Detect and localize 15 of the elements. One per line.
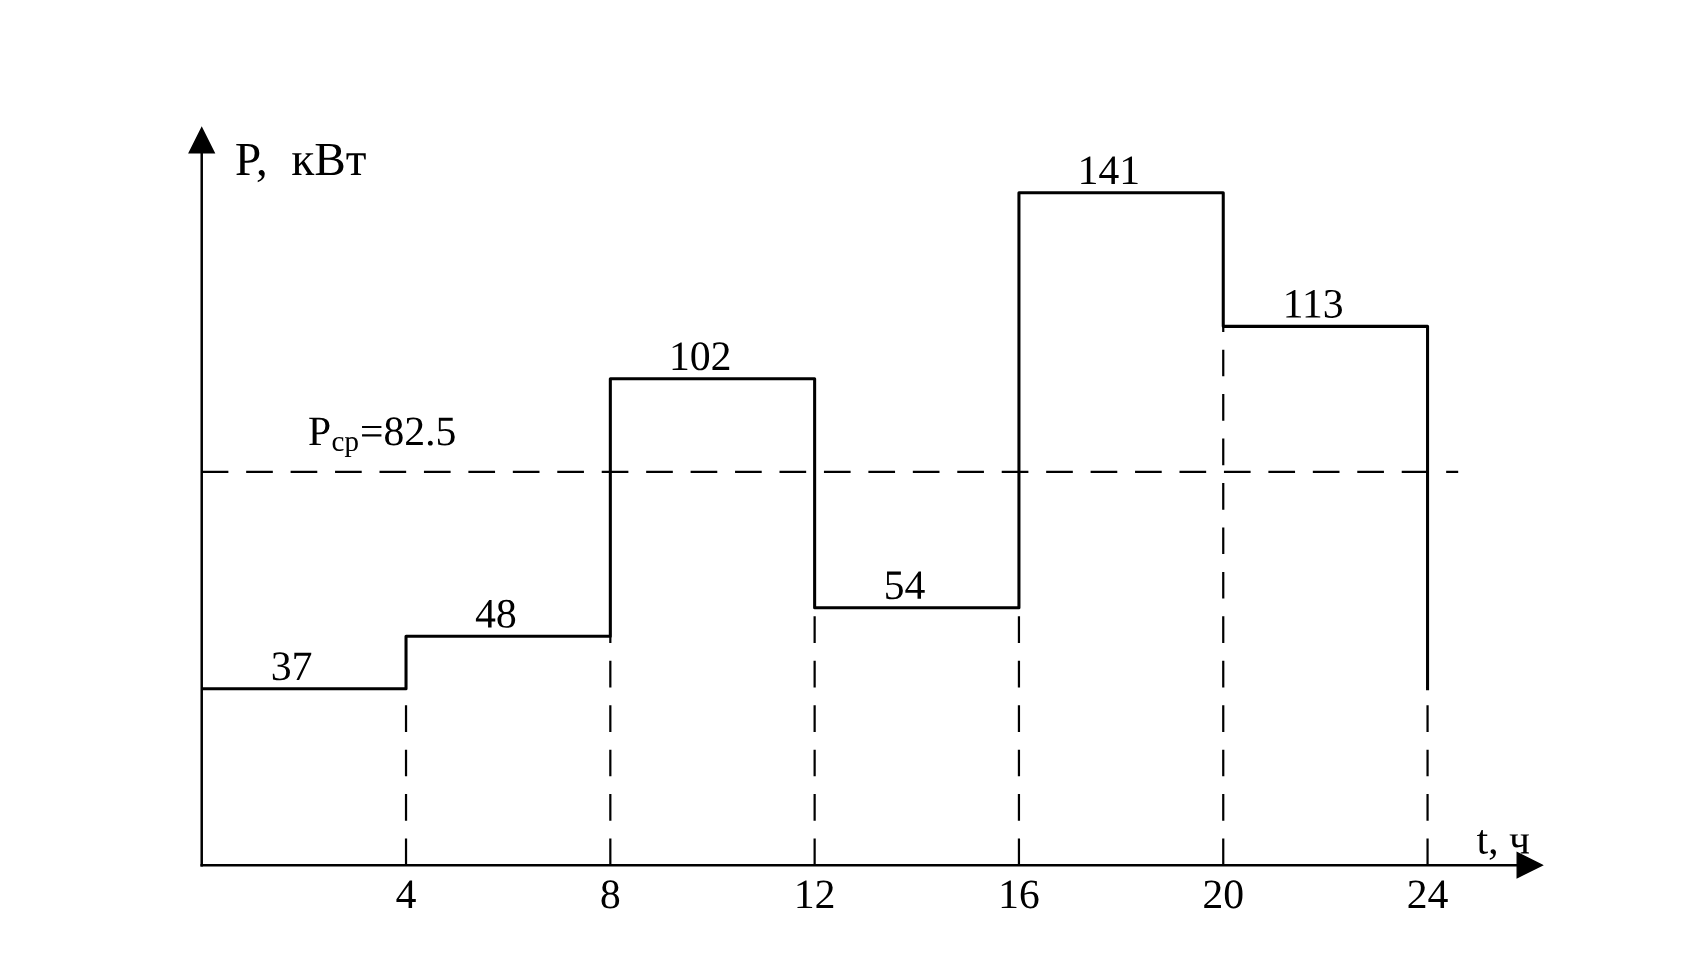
data-label: 48 bbox=[475, 599, 516, 628]
data-label: 54 bbox=[886, 571, 925, 600]
x-tick-label: 12 bbox=[797, 880, 834, 909]
y-axis-title: P, кВт bbox=[236, 144, 366, 183]
data-label: 113 bbox=[1286, 289, 1342, 318]
data-label: 141 bbox=[1081, 156, 1138, 184]
x-tick-label: 4 bbox=[396, 880, 416, 909]
x-tick-label: 16 bbox=[1001, 880, 1039, 909]
x-axis-title: t, ч bbox=[1477, 830, 1529, 860]
x-tick-label: 20 bbox=[1204, 880, 1243, 909]
ref-line-label: P$_{ср}$=82.5 bbox=[309, 417, 455, 457]
x-tick-label: 24 bbox=[1408, 880, 1448, 909]
data-label: 37 bbox=[272, 652, 312, 681]
data-label: 102 bbox=[672, 342, 730, 371]
x-tick-label: 8 bbox=[601, 880, 620, 909]
